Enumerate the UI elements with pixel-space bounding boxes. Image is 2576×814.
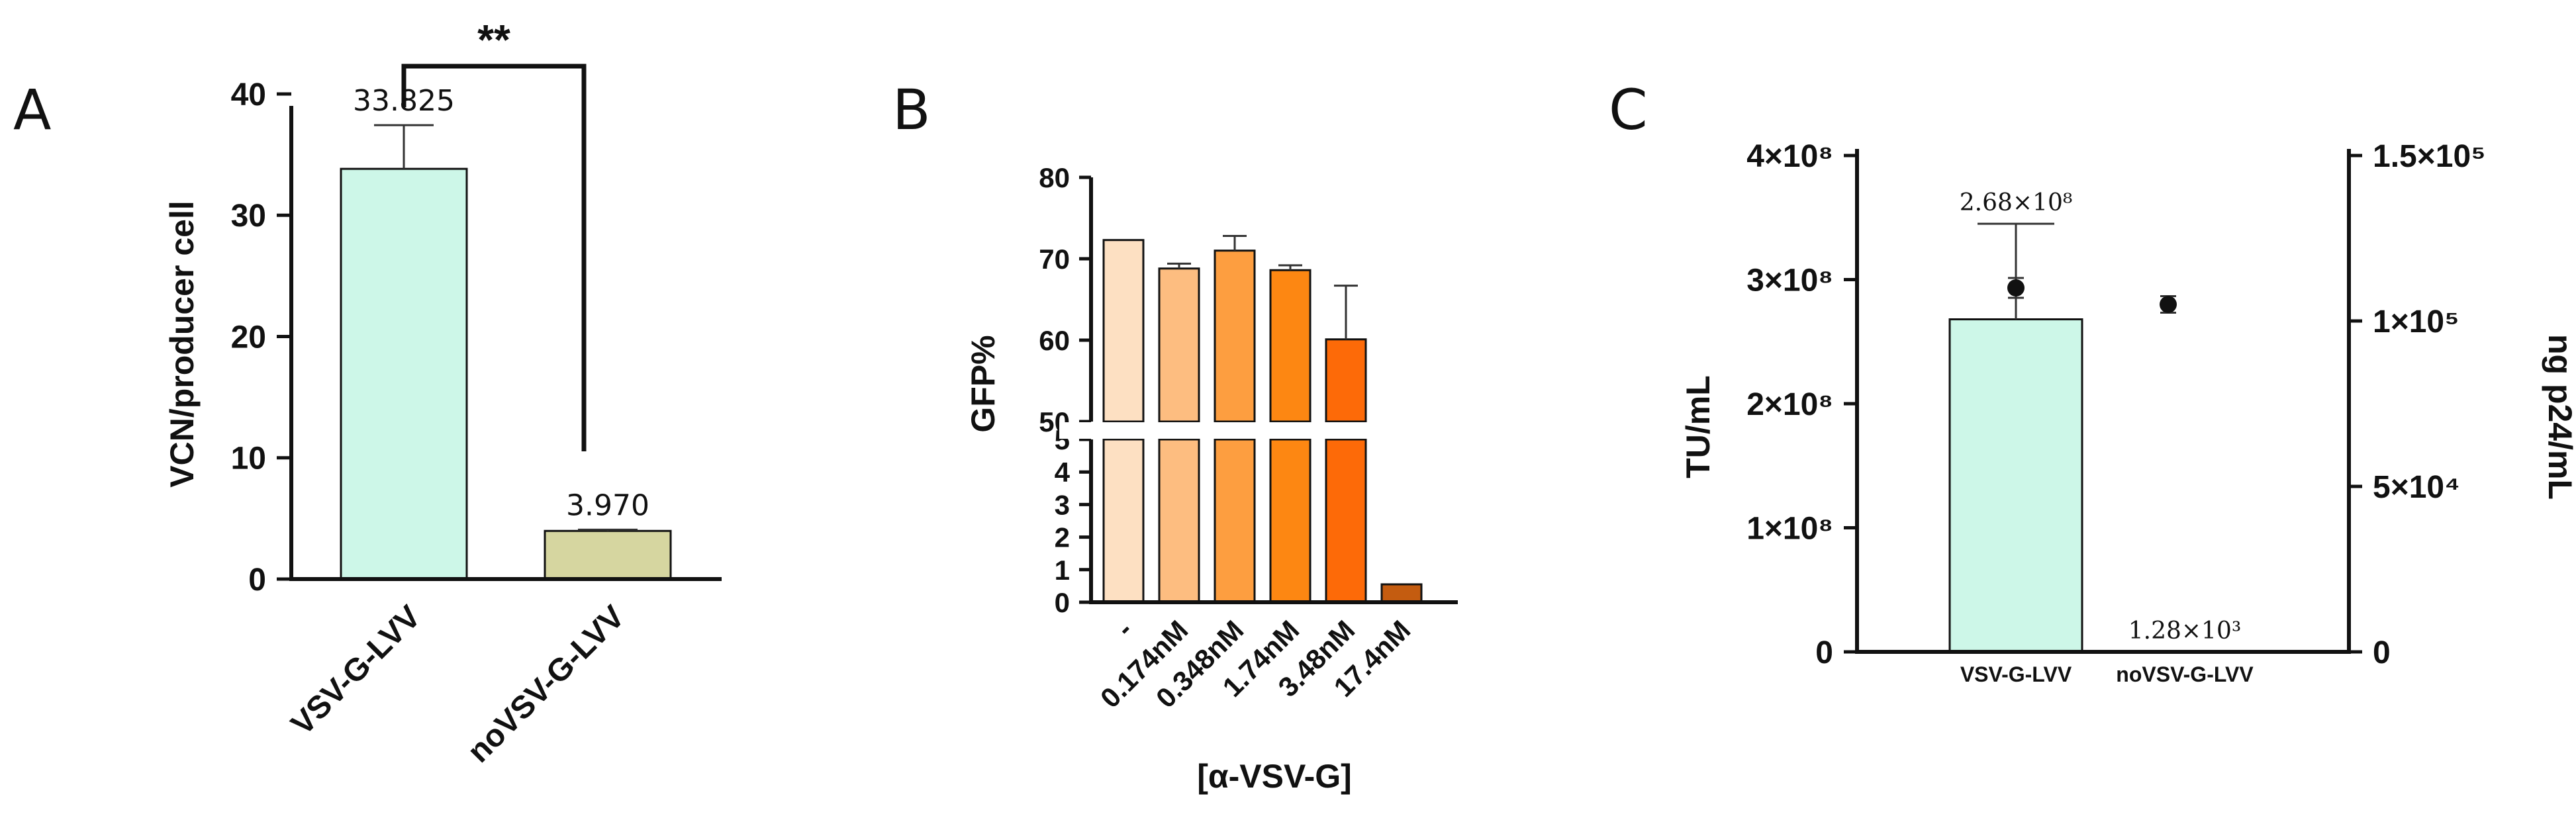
bar-lower-segment	[1214, 438, 1256, 604]
significance-label: **	[477, 16, 510, 64]
left-tick-label: 3×10⁸	[1746, 263, 1833, 298]
y-tick-label: 30	[231, 199, 266, 234]
bar-lower-segment	[1158, 438, 1200, 604]
bar-upper-segment	[1158, 267, 1200, 423]
bar-lower-segment	[1380, 583, 1423, 604]
y-tick-label: 2	[1055, 522, 1070, 553]
bar-vsv-g-lvv	[340, 167, 468, 580]
left-tick-label: 2×10⁸	[1746, 387, 1833, 422]
x-category-label: noVSV-G-LVV	[461, 599, 631, 769]
bar-upper-segment	[1325, 338, 1367, 423]
y-tick-label: 20	[231, 320, 266, 355]
left-tick-label: 0	[1815, 635, 1833, 670]
y-tick-label: 10	[231, 441, 266, 476]
y-tick-label: 4	[1055, 457, 1071, 488]
right-tick-label: 5×10⁴	[2373, 470, 2460, 505]
x-category-label: noVSV-G-LVV	[2116, 662, 2254, 686]
x-category-label: -	[1110, 614, 1138, 643]
panel-letter-a: A	[13, 77, 51, 142]
y-tick-label: 80	[1039, 162, 1070, 193]
x-category-label: VSV-G-LVV	[285, 599, 428, 742]
panel-a-y-axis-title: VCN/producer cell	[164, 201, 201, 487]
bar-upper-segment	[1214, 249, 1256, 423]
bar-lower-segment	[1269, 438, 1312, 604]
right-tick-label: 1×10⁵	[2373, 304, 2459, 339]
panel-c: C TU/mL ng p24/mL 01×10⁸2×10⁸3×10⁸4×10⁸ …	[1609, 77, 2576, 686]
panel-letter-b: B	[892, 77, 931, 142]
y-tick-label: 60	[1039, 325, 1070, 356]
p24-data-point	[2160, 296, 2177, 313]
bar-value-label: 2.68×10⁸	[1960, 189, 2073, 216]
panel-c-left-axis-title: TU/mL	[1680, 375, 1717, 478]
panel-c-right-axis-title: ng p24/mL	[2542, 334, 2576, 500]
y-tick-label: 0	[248, 563, 266, 598]
significance-bracket	[401, 64, 587, 451]
y-tick-label: 40	[231, 77, 266, 113]
bar-vsv-g-lvv	[1948, 318, 2083, 653]
panel-b-y-axis-title: GFP%	[965, 335, 1002, 432]
y-tick-label: 1	[1055, 555, 1070, 586]
y-tick-label: 3	[1055, 489, 1070, 520]
p24-data-point	[2007, 279, 2025, 296]
panel-b-x-axis-title: [α-VSV-G]	[1197, 758, 1352, 795]
y-tick-label: 70	[1039, 244, 1070, 275]
bar-upper-segment	[1269, 269, 1312, 423]
left-tick-label: 1×10⁸	[1746, 512, 1833, 547]
left-tick-label: 4×10⁸	[1746, 139, 1833, 174]
y-tick-label: 0	[1055, 587, 1070, 618]
right-tick-label: 0	[2373, 635, 2391, 670]
bar-novsv-g-lvv	[544, 529, 672, 580]
bar-value-label: 3.970	[566, 488, 649, 522]
x-category-label: VSV-G-LVV	[1960, 662, 2072, 686]
bar-lower-segment	[1102, 438, 1145, 604]
bar-lower-segment	[1325, 438, 1367, 604]
panel-letter-c: C	[1609, 77, 1648, 142]
bar-value-label: 1.28×10³	[2128, 617, 2242, 645]
axis-break-gap	[1059, 422, 1430, 439]
right-tick-label: 1.5×10⁵	[2373, 139, 2486, 174]
bar-upper-segment	[1102, 239, 1145, 423]
